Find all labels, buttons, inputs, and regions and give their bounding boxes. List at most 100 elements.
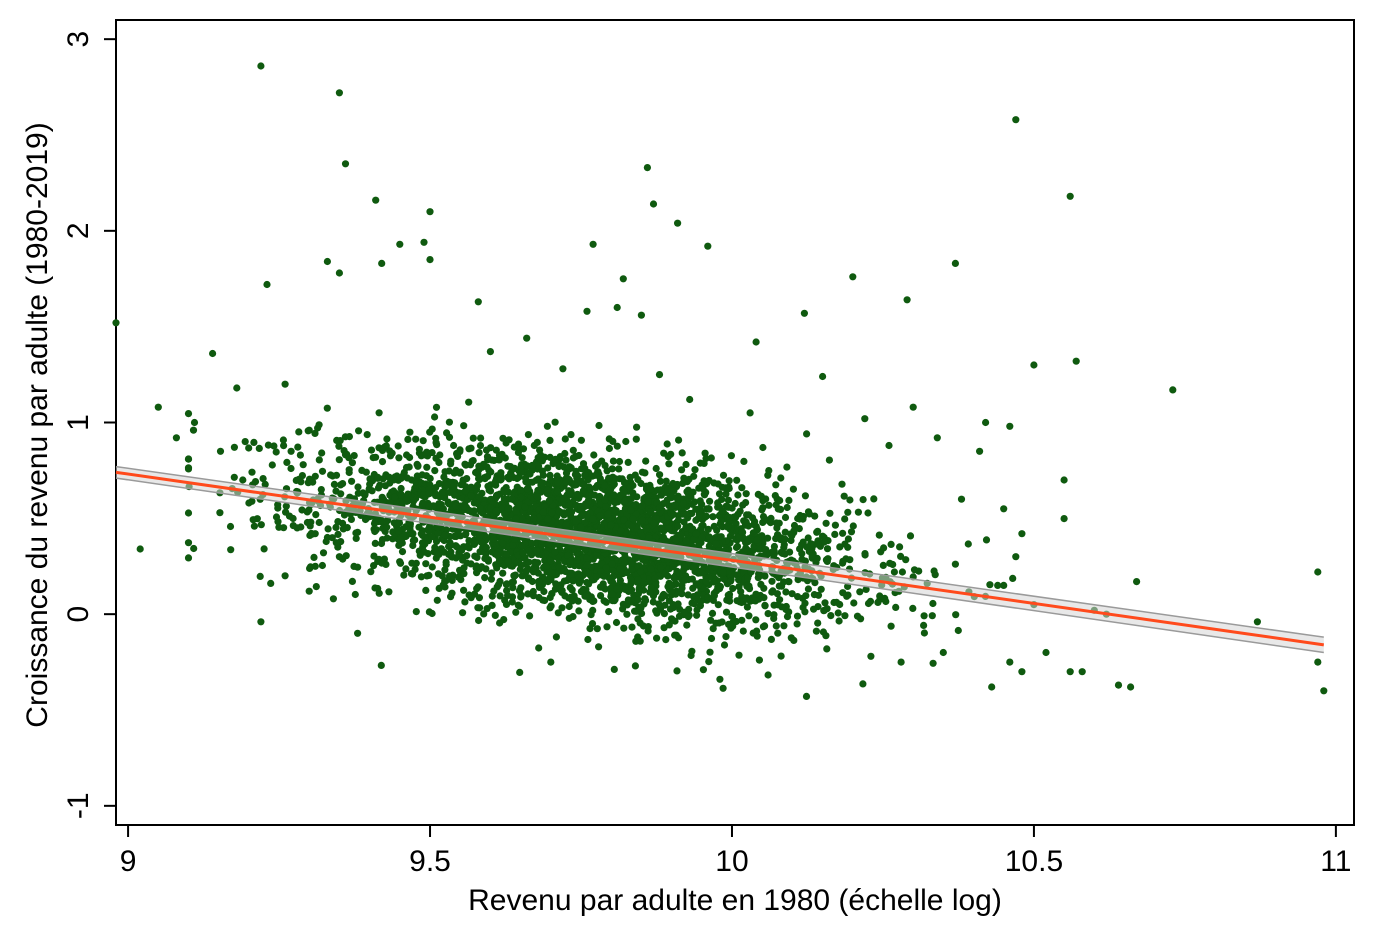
data-point — [372, 453, 380, 461]
data-point — [428, 449, 436, 457]
data-point — [662, 636, 670, 644]
data-point — [687, 651, 695, 660]
data-point — [834, 609, 842, 617]
data-point — [612, 475, 620, 483]
data-point — [584, 476, 592, 484]
data-point — [378, 559, 386, 567]
data-point — [823, 545, 832, 553]
data-point — [759, 443, 767, 452]
data-point — [452, 502, 460, 510]
data-point — [719, 684, 727, 692]
data-point — [499, 434, 507, 442]
data-point — [719, 569, 728, 577]
data-point — [317, 486, 325, 494]
data-point — [490, 587, 498, 595]
data-point — [634, 590, 643, 598]
x-axis-title: Revenu par adulte en 1980 (échelle log) — [468, 884, 1002, 917]
data-point — [982, 536, 991, 544]
data-point — [480, 610, 488, 618]
data-point — [425, 527, 433, 535]
data-point — [330, 480, 338, 488]
data-point — [396, 240, 404, 248]
data-point — [1060, 515, 1068, 523]
data-point — [647, 565, 655, 573]
data-point — [651, 574, 660, 583]
data-point — [418, 539, 427, 547]
data-point — [311, 472, 319, 480]
data-point — [620, 624, 628, 632]
data-point — [861, 551, 869, 559]
data-point — [928, 612, 936, 620]
data-point — [463, 542, 472, 550]
data-point — [745, 511, 753, 519]
data-point — [310, 553, 318, 562]
data-point — [184, 539, 193, 547]
data-point — [653, 634, 661, 642]
data-point — [790, 636, 798, 645]
data-point — [752, 616, 760, 624]
data-point — [348, 577, 356, 586]
data-point — [583, 554, 591, 563]
data-point — [715, 490, 724, 498]
data-point — [898, 568, 907, 576]
data-point — [718, 495, 726, 503]
data-point — [397, 491, 405, 499]
data-point — [477, 434, 485, 442]
data-point — [781, 528, 789, 536]
data-point — [370, 519, 379, 528]
data-point — [738, 616, 746, 624]
x-tick-label: 9.5 — [409, 845, 451, 878]
data-point — [569, 446, 577, 454]
data-point — [680, 474, 688, 482]
data-point — [463, 559, 471, 567]
data-point — [826, 509, 834, 517]
data-point — [409, 570, 417, 578]
data-point — [636, 568, 645, 576]
data-point — [546, 476, 555, 484]
data-point — [724, 496, 733, 504]
data-point — [280, 442, 288, 450]
data-point — [817, 585, 825, 593]
data-point — [190, 544, 198, 553]
data-point — [728, 612, 736, 621]
data-point — [270, 442, 278, 450]
data-point — [607, 584, 615, 592]
data-point — [482, 544, 490, 552]
data-point — [487, 575, 495, 583]
data-point — [610, 665, 618, 674]
data-point — [929, 599, 937, 608]
data-point — [257, 618, 265, 626]
data-point — [887, 622, 895, 630]
data-point — [814, 540, 822, 548]
data-point — [650, 519, 658, 528]
data-point — [279, 436, 287, 444]
data-point — [472, 564, 480, 572]
data-point — [629, 481, 637, 490]
data-point — [465, 506, 474, 515]
data-point — [631, 471, 639, 479]
fit-line — [115, 470, 1325, 647]
data-point — [533, 547, 541, 555]
data-point — [469, 434, 477, 442]
data-point — [634, 576, 642, 584]
data-point — [621, 585, 629, 594]
data-point — [482, 473, 490, 481]
data-point — [781, 535, 789, 543]
data-point — [839, 529, 847, 537]
data-point — [720, 575, 728, 583]
data-point — [635, 584, 643, 592]
data-point — [184, 554, 193, 562]
data-point — [745, 612, 753, 620]
data-point — [616, 577, 625, 585]
data-point — [802, 692, 811, 701]
data-point — [1314, 568, 1322, 576]
data-point — [683, 621, 691, 629]
data-point — [306, 475, 314, 483]
data-point — [440, 473, 448, 481]
data-point — [700, 459, 708, 467]
data-point — [241, 438, 249, 446]
data-point — [566, 584, 574, 592]
data-point — [453, 451, 461, 459]
data-point — [892, 603, 900, 612]
data-point — [642, 525, 651, 533]
